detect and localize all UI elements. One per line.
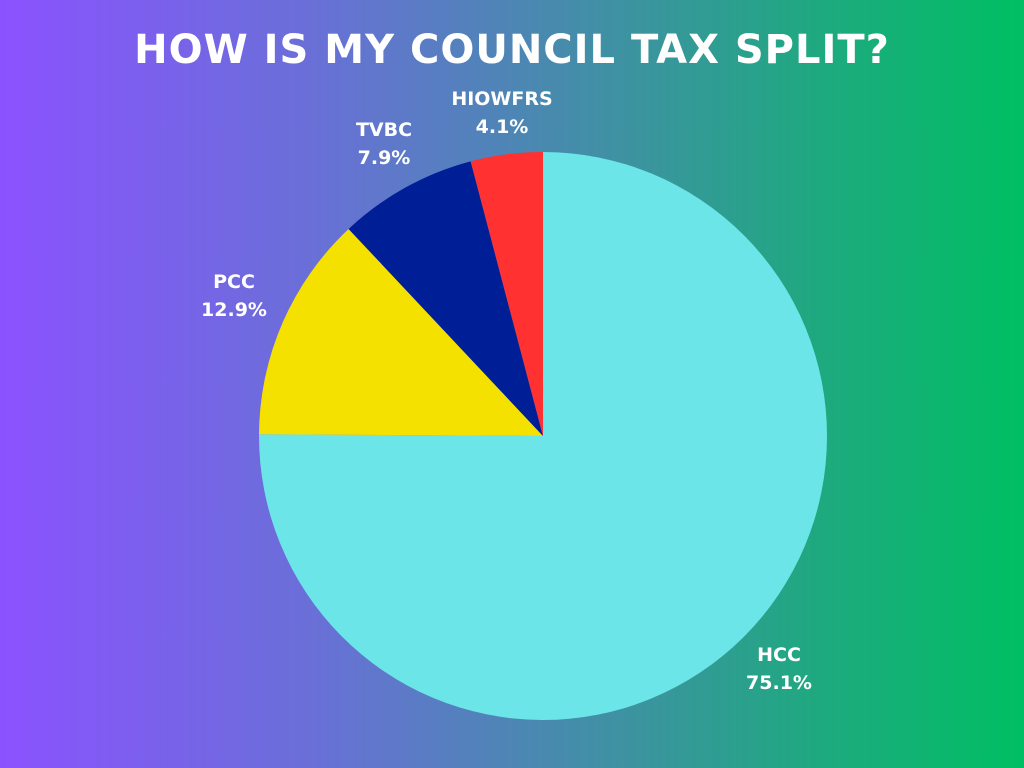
slice-value-tvbc: 7.9% — [358, 147, 411, 169]
pie-slice-hiowfrs — [470, 152, 543, 436]
pie-slice-pcc — [259, 228, 543, 436]
slice-label-pcc: PCC — [213, 271, 255, 293]
slice-value-hiowfrs: 4.1% — [476, 116, 529, 138]
chart-title: HOW IS MY COUNCIL TAX SPLIT? — [134, 27, 890, 73]
slice-value-hcc: 75.1% — [746, 672, 812, 694]
pie-slice-tvbc — [348, 161, 543, 436]
slice-label-hiowfrs: HIOWFRS — [451, 88, 552, 110]
slice-label-hcc: HCC — [757, 644, 801, 666]
pie-slice-hcc — [259, 152, 828, 720]
slice-value-pcc: 12.9% — [201, 299, 267, 321]
slice-label-tvbc: TVBC — [356, 119, 412, 141]
